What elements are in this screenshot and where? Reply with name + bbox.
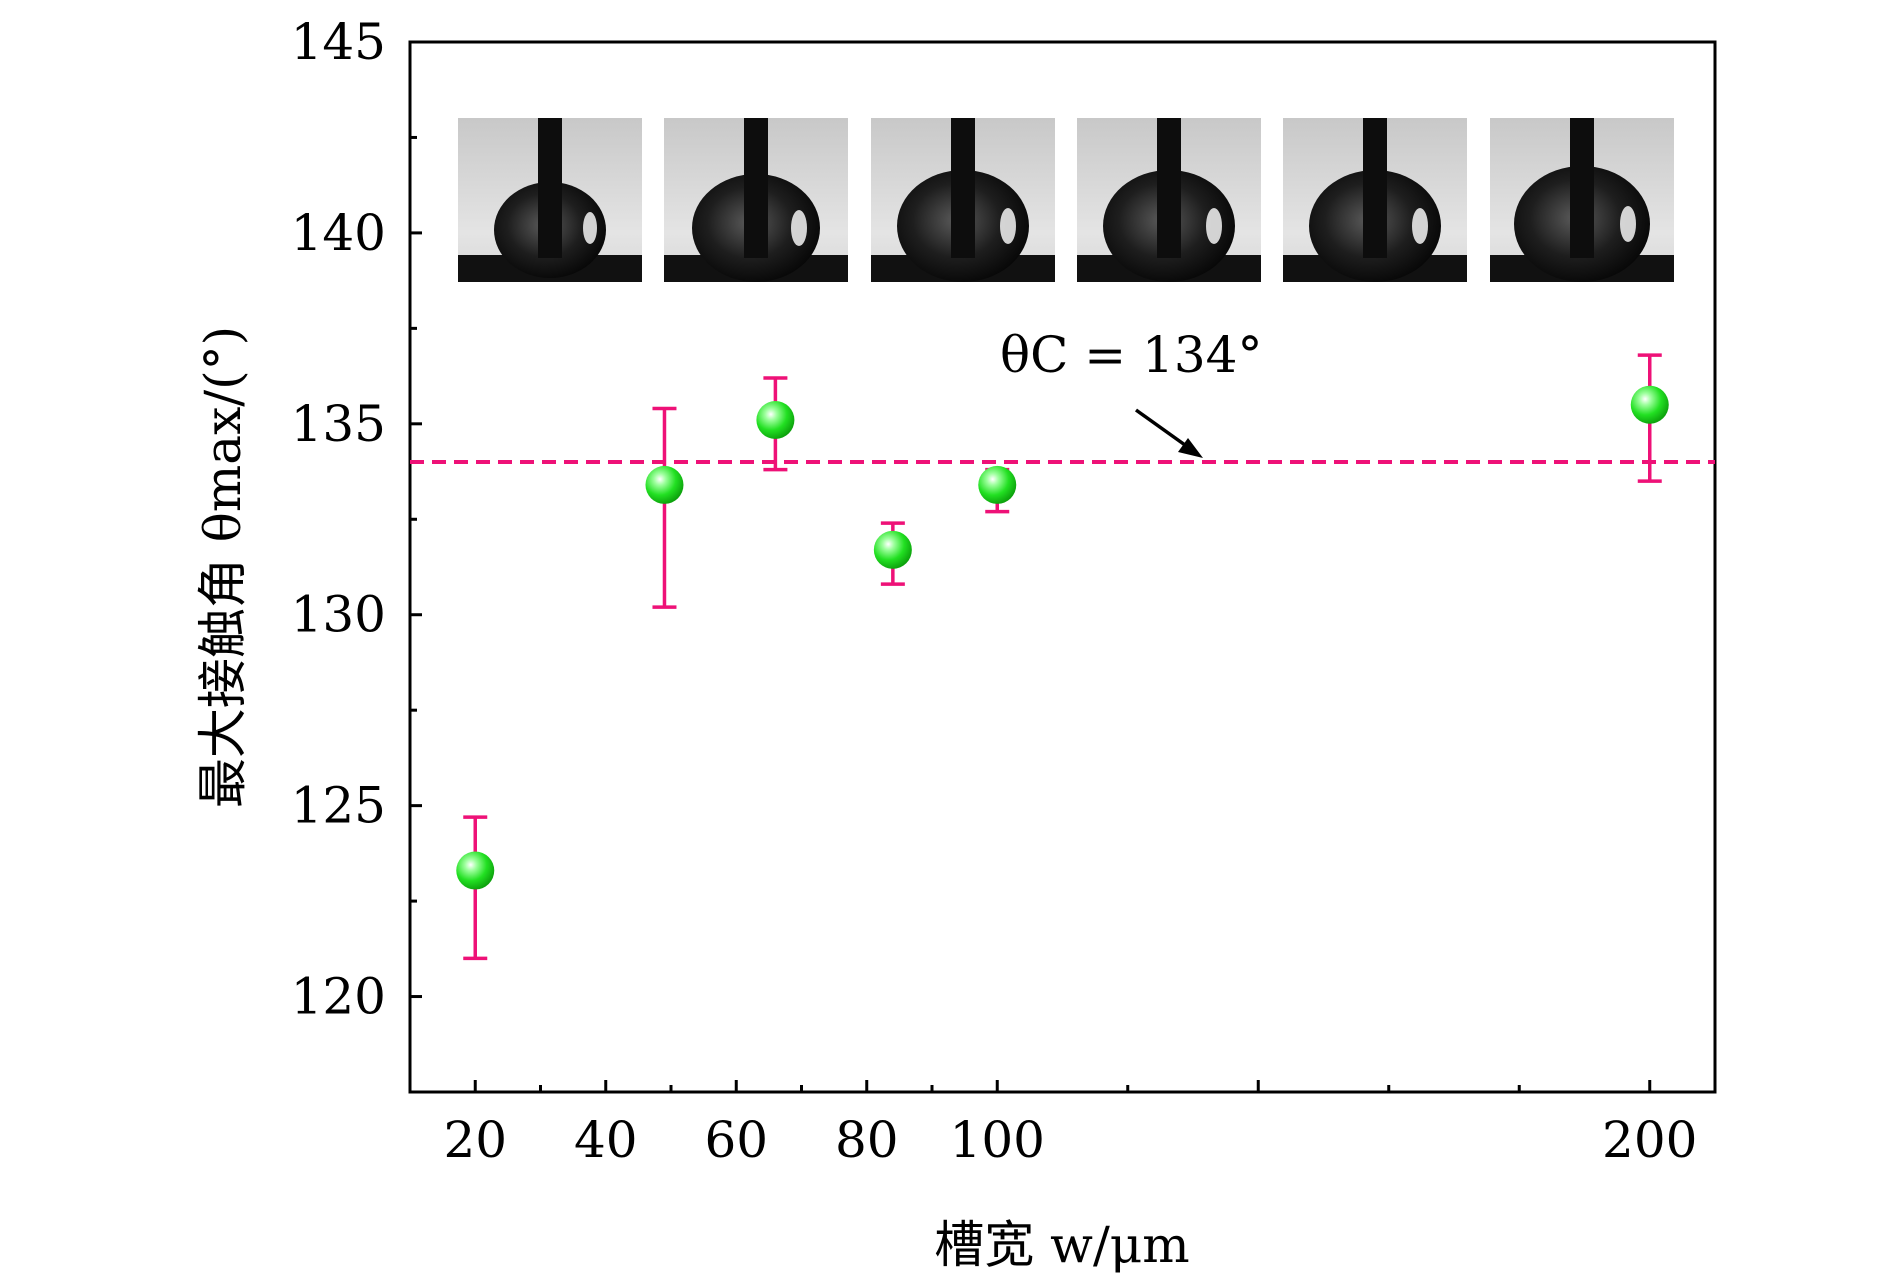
inset-image-strip bbox=[458, 118, 1674, 282]
inset-image-3 bbox=[871, 118, 1055, 282]
data-point bbox=[978, 465, 1017, 504]
data-points bbox=[456, 385, 1669, 890]
y-tick-label: 130 bbox=[291, 586, 386, 644]
y-tick-label: 120 bbox=[291, 968, 386, 1026]
y-tick-label: 145 bbox=[291, 13, 386, 71]
data-point bbox=[456, 851, 495, 890]
x-tick-label: 20 bbox=[443, 1111, 507, 1169]
inset-image-4 bbox=[1077, 118, 1261, 282]
inset-image-2 bbox=[664, 118, 848, 282]
y-tick-label: 135 bbox=[291, 395, 386, 453]
inset-image-6 bbox=[1490, 118, 1674, 282]
reference-line-label: θC = 134° bbox=[1000, 326, 1262, 384]
x-axis-ticks: 20 40 60 80 100 200 bbox=[443, 1080, 1697, 1169]
x-tick-label: 200 bbox=[1602, 1111, 1697, 1169]
inset-image-1 bbox=[458, 118, 642, 282]
plot-frame bbox=[408, 40, 1717, 1094]
reference-arrow bbox=[1134, 408, 1203, 458]
y-axis-ticks: 120 125 130 135 140 145 bbox=[291, 13, 422, 1094]
x-tick-label: 80 bbox=[835, 1111, 899, 1169]
data-point bbox=[645, 465, 684, 504]
x-axis-title: 槽宽 w/μm bbox=[934, 1216, 1189, 1274]
inset-image-5 bbox=[1283, 118, 1467, 282]
data-point bbox=[873, 530, 912, 569]
data-point bbox=[756, 401, 795, 439]
y-axis-title: 最大接触角 θmax/(°) bbox=[194, 326, 252, 808]
data-point bbox=[1630, 385, 1669, 424]
error-bars bbox=[463, 353, 1662, 961]
y-tick-label: 140 bbox=[291, 204, 386, 262]
y-tick-label: 125 bbox=[291, 777, 386, 835]
x-tick-label: 60 bbox=[704, 1111, 768, 1169]
x-tick-label: 100 bbox=[950, 1111, 1045, 1169]
x-tick-label: 40 bbox=[574, 1111, 638, 1169]
